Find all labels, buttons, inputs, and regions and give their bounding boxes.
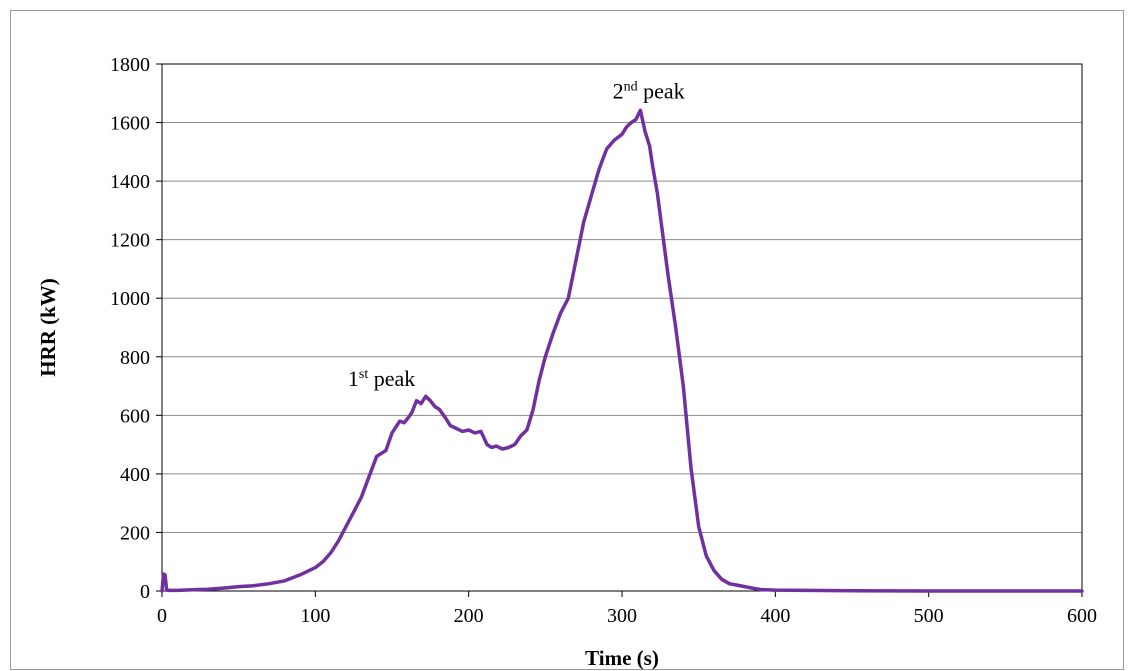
- x-tick-label: 0: [157, 605, 167, 627]
- annotation-superscript: st: [359, 367, 368, 382]
- x-tick-label: 600: [1067, 605, 1097, 627]
- y-tick-label: 1200: [110, 230, 150, 252]
- x-tick-label: 100: [300, 605, 330, 627]
- x-tick-label: 200: [454, 605, 484, 627]
- annotation-text: peak: [368, 366, 415, 391]
- y-tick-label: 0: [140, 581, 150, 603]
- annotation-number: 2: [613, 78, 624, 103]
- peak-annotation: 1st peak: [348, 366, 415, 391]
- plot-area-border: [161, 63, 1083, 592]
- y-tick-label: 1000: [110, 288, 150, 310]
- y-tick-label: 400: [120, 464, 150, 486]
- chart-frame: 0 200 400 600 800 1000 1200 1400 1600 1800 0 100 200…: [10, 10, 1124, 670]
- annotation-superscript: nd: [624, 79, 638, 94]
- x-tick-label: 500: [914, 605, 944, 627]
- y-tick-label: 1800: [110, 54, 150, 76]
- gridlines: [162, 122, 1082, 533]
- y-tick-label: 200: [120, 522, 150, 544]
- peak-annotation: 2nd peak: [613, 78, 685, 103]
- y-tick-label: 1600: [110, 113, 150, 135]
- x-axis-title: Time (s): [585, 646, 659, 670]
- y-tick-label: 600: [120, 405, 150, 427]
- x-tick-label: 400: [760, 605, 790, 627]
- annotation-number: 1: [348, 366, 359, 391]
- y-tick-label: 800: [120, 347, 150, 369]
- y-axis-title: HRR (kW): [36, 278, 60, 377]
- annotation-text: peak: [638, 78, 685, 103]
- hrr-series-line: [160, 108, 1084, 593]
- x-tick-label: 300: [607, 605, 637, 627]
- y-tick-label: 1400: [110, 171, 150, 193]
